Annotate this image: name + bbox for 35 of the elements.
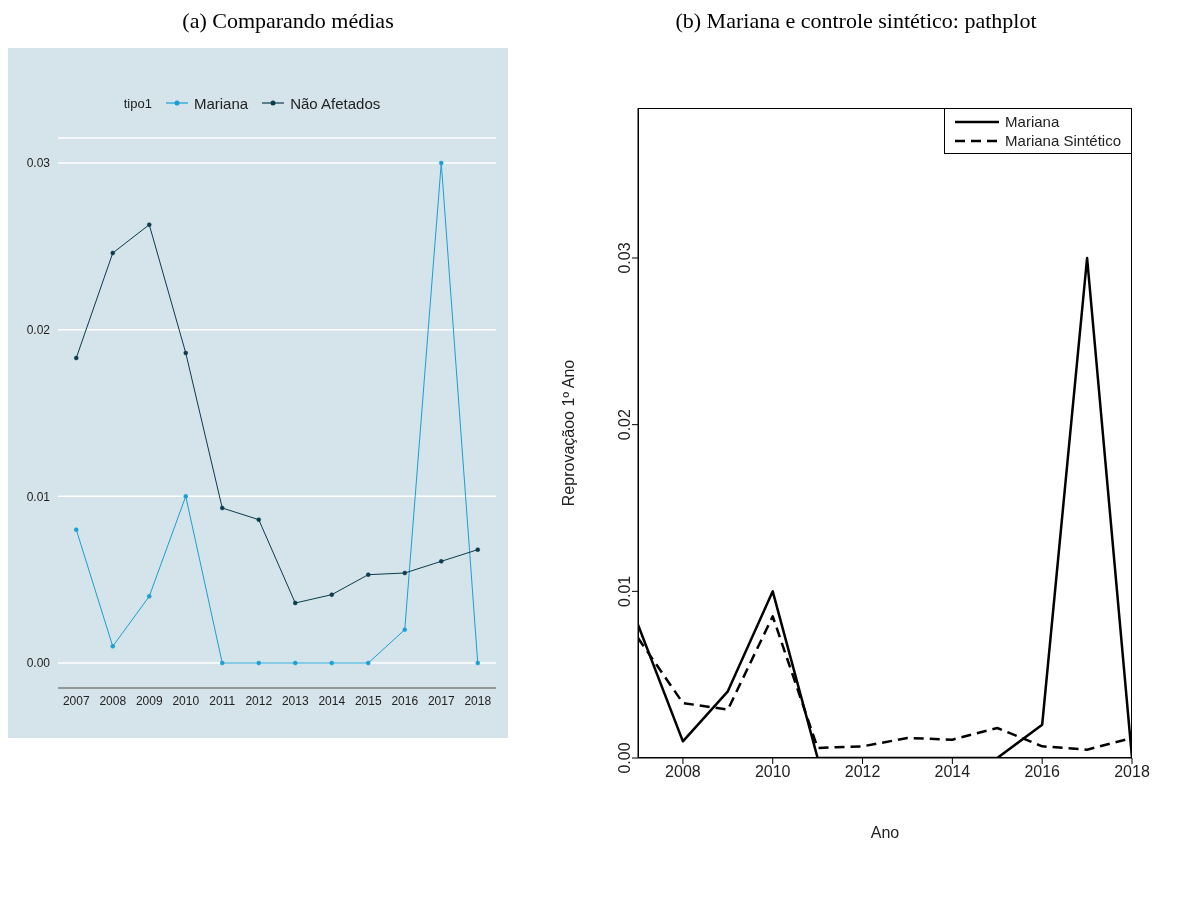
y-axis-title: Reprovaçãoo 1º Ano (559, 359, 577, 507)
x-tick-label: 2014 (318, 693, 346, 708)
y-tick-label: 0.03 (615, 242, 633, 274)
x-tick-label: 2010 (754, 763, 791, 781)
x-tick-label: 2008 (99, 693, 127, 708)
x-tick-label: 2012 (245, 693, 273, 708)
x-tick-label: 2018 (1114, 763, 1150, 781)
chart-title: (b) Mariana e controle sintético: pathplot (675, 8, 1037, 33)
x-tick-label: 2016 (1024, 763, 1061, 781)
x-axis-title: Ano (870, 824, 900, 841)
x-tick-label: 2013 (281, 693, 309, 708)
y-tick-label: 0.02 (615, 408, 633, 441)
x-tick-label: 2016 (391, 693, 419, 708)
y-tick-label: 0.01 (615, 575, 633, 607)
x-tick-label: 2012 (844, 763, 881, 781)
x-tick-label: 2010 (172, 693, 200, 708)
x-tick-label: 2017 (427, 693, 455, 708)
y-tick-label: 0.00 (26, 656, 51, 671)
legend-label: Mariana (1004, 113, 1060, 130)
y-tick-label: 0.01 (26, 489, 51, 504)
x-tick-label: 2018 (464, 693, 492, 708)
legend-label: Mariana Sintético (1004, 132, 1121, 149)
y-tick-label: 0.02 (26, 322, 51, 337)
x-tick-label: 2014 (934, 763, 971, 781)
chart-title: (a) Comparando médias (182, 8, 394, 33)
legend-title: tipo1 (123, 95, 152, 111)
x-tick-label: 2007 (62, 693, 90, 708)
y-tick-label: 0.03 (26, 156, 51, 171)
legend-label: Mariana (192, 94, 249, 112)
legend-label: Não Afetados (289, 94, 381, 112)
x-tick-label: 2008 (665, 763, 701, 781)
x-tick-label: 2011 (209, 693, 236, 708)
x-tick-label: 2009 (135, 693, 163, 708)
x-tick-label: 2015 (354, 693, 382, 708)
y-tick-label: 0.00 (615, 742, 633, 774)
